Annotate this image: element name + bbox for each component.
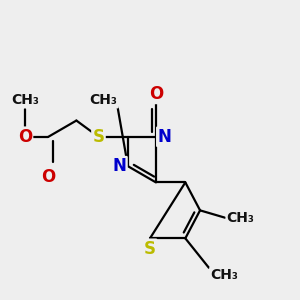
Text: N: N — [112, 157, 126, 175]
Text: CH₃: CH₃ — [90, 93, 118, 107]
Text: O: O — [41, 168, 56, 186]
Text: O: O — [18, 128, 32, 146]
Text: S: S — [92, 128, 104, 146]
Text: O: O — [149, 85, 163, 103]
Text: N: N — [158, 128, 171, 146]
Text: S: S — [144, 240, 156, 258]
Text: CH₃: CH₃ — [11, 93, 39, 107]
Text: CH₃: CH₃ — [210, 268, 238, 282]
Text: CH₃: CH₃ — [226, 211, 254, 225]
